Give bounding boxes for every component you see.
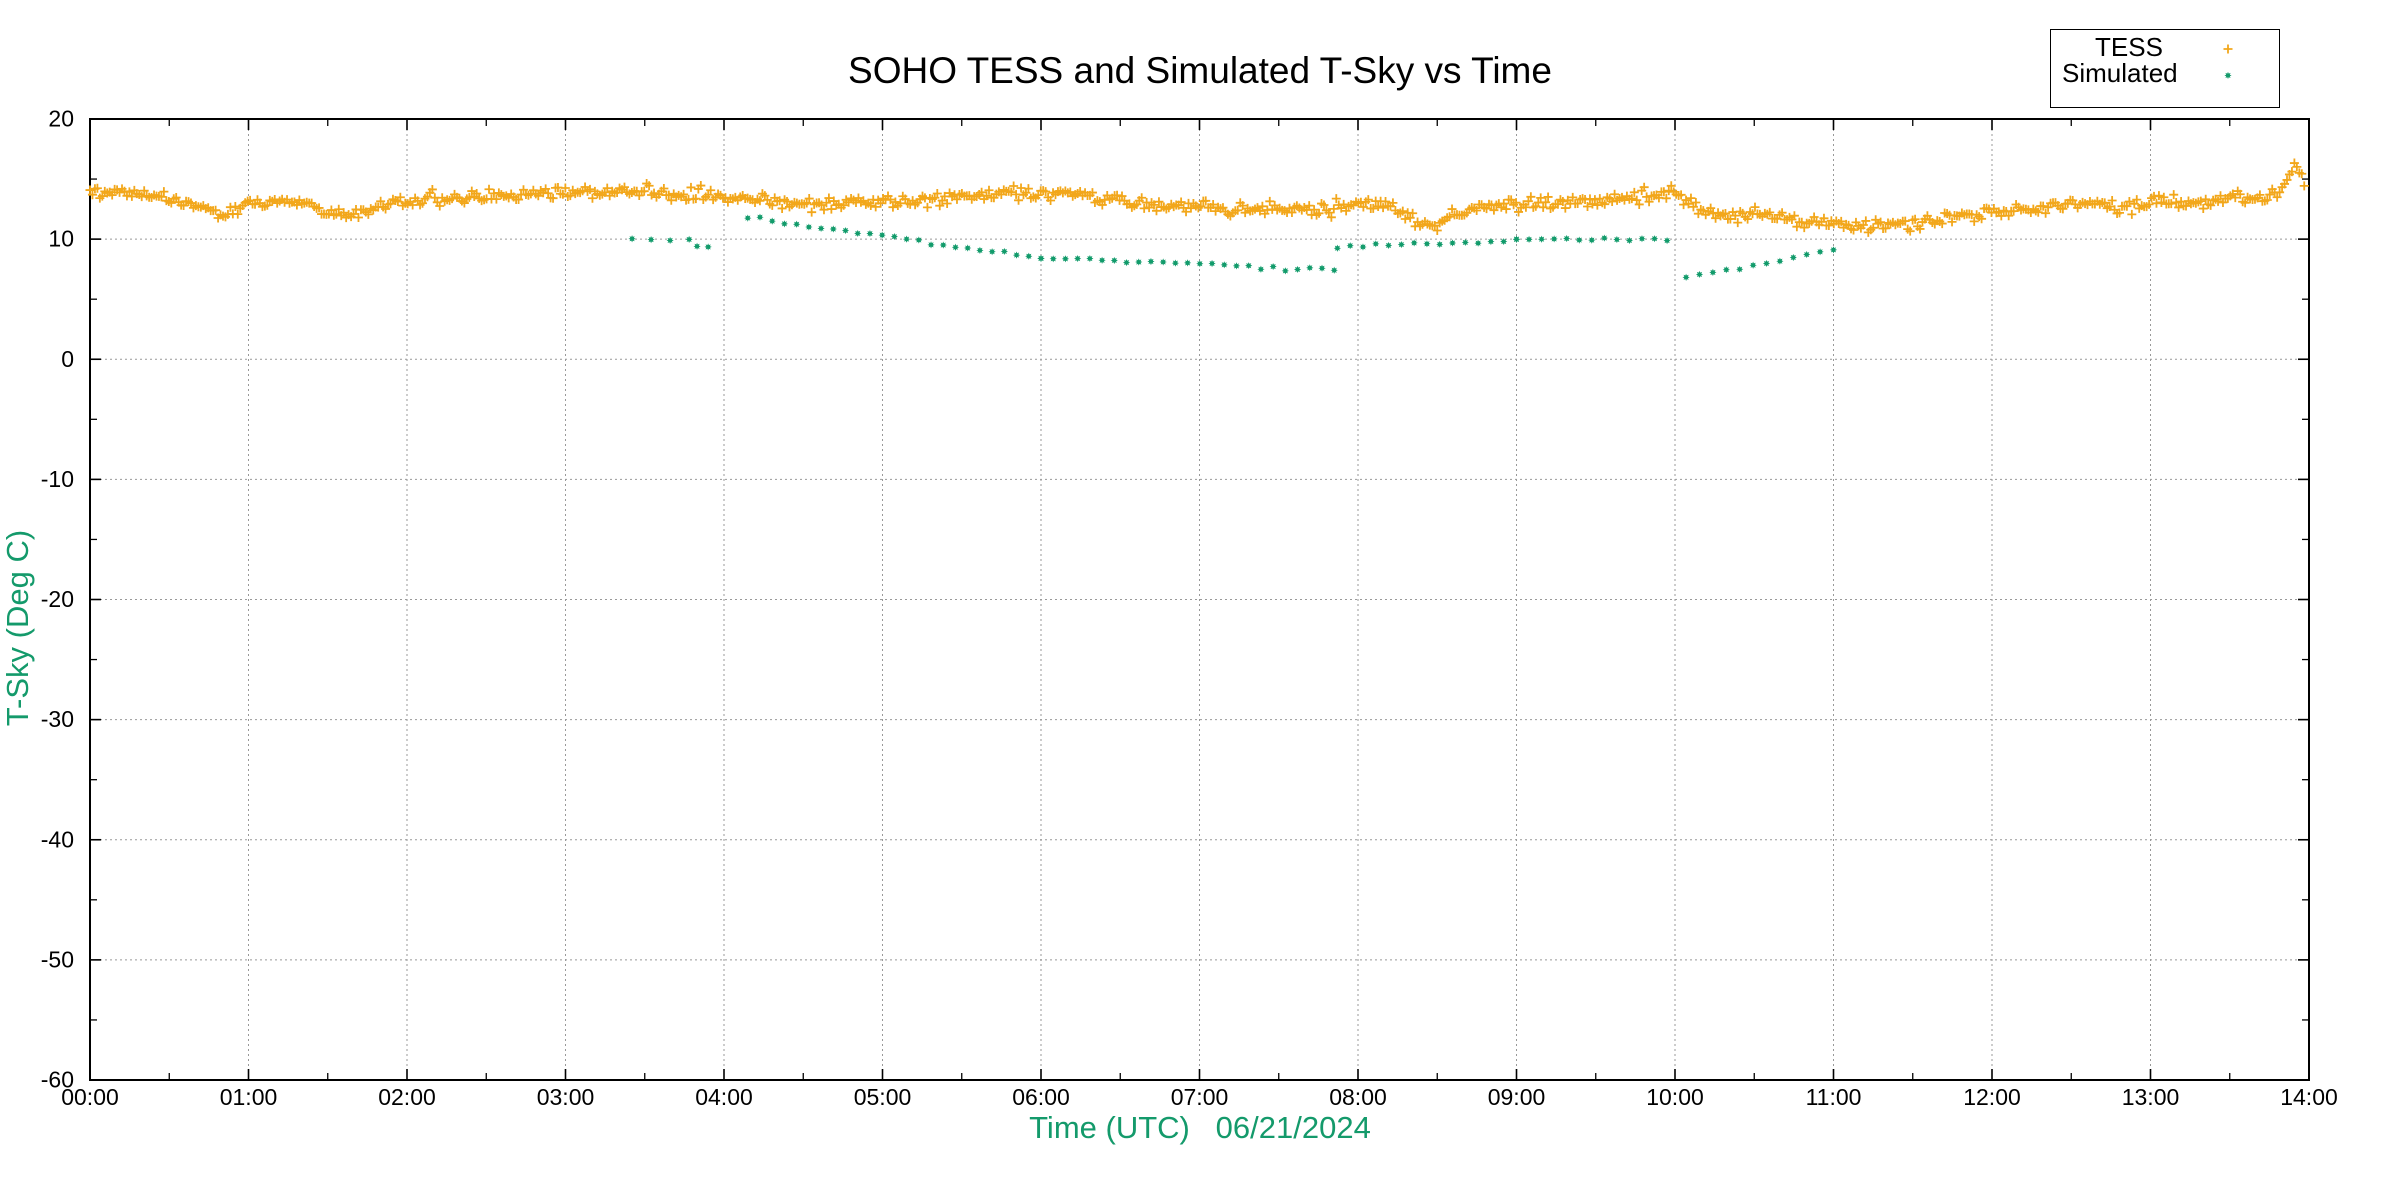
svg-text:02:00: 02:00 [378,1084,436,1110]
svg-text:09:00: 09:00 [1488,1084,1546,1110]
svg-text:12:00: 12:00 [1963,1084,2021,1110]
svg-text:14:00: 14:00 [2280,1084,2338,1110]
svg-text:05:00: 05:00 [854,1084,912,1110]
svg-text:-20: -20 [41,586,74,612]
svg-text:08:00: 08:00 [1329,1084,1387,1110]
svg-text:-40: -40 [41,826,74,852]
svg-text:03:00: 03:00 [537,1084,595,1110]
svg-text:11:00: 11:00 [1806,1084,1862,1110]
svg-text:-10: -10 [41,466,74,492]
svg-text:07:00: 07:00 [1171,1084,1229,1110]
svg-text:10:00: 10:00 [1646,1084,1704,1110]
svg-text:04:00: 04:00 [695,1084,753,1110]
svg-text:0: 0 [61,346,74,372]
svg-text:00:00: 00:00 [61,1084,119,1110]
svg-text:-30: -30 [41,706,74,732]
svg-text:06:00: 06:00 [1012,1084,1070,1110]
svg-text:10: 10 [48,226,74,252]
svg-text:13:00: 13:00 [2122,1084,2180,1110]
svg-text:20: 20 [48,106,74,132]
svg-text:01:00: 01:00 [220,1084,278,1110]
svg-text:-50: -50 [41,946,74,972]
